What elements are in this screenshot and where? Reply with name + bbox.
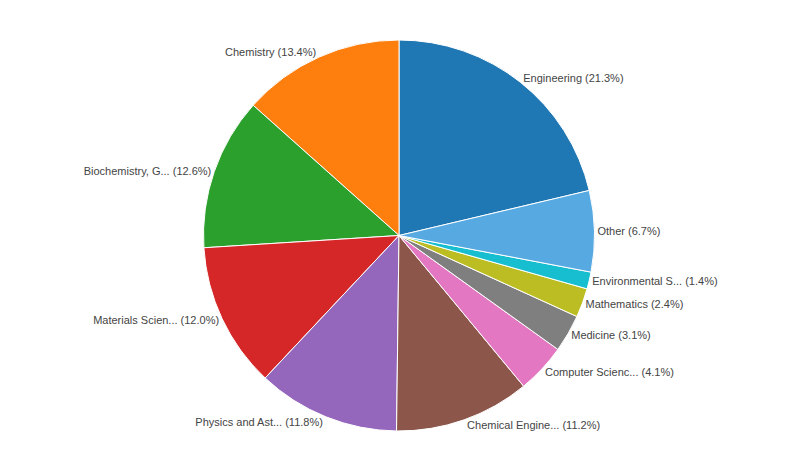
svg-text:Environmental S... (1.4%): Environmental S... (1.4%) [592,275,717,287]
svg-text:Chemical Engine... (11.2%): Chemical Engine... (11.2%) [467,419,600,431]
svg-text:Mathematics (2.4%): Mathematics (2.4%) [586,298,684,310]
svg-text:Chemistry (13.4%): Chemistry (13.4%) [225,46,316,58]
svg-text:Medicine (3.1%): Medicine (3.1%) [571,329,650,341]
svg-text:Engineering (21.3%): Engineering (21.3%) [523,72,623,84]
svg-text:Computer Scienc... (4.1%): Computer Scienc... (4.1%) [545,366,674,378]
svg-text:Other (6.7%): Other (6.7%) [597,225,660,237]
svg-text:Biochemistry, G... (12.6%): Biochemistry, G... (12.6%) [84,165,212,177]
svg-text:Materials Scien... (12.0%): Materials Scien... (12.0%) [93,314,219,326]
svg-text:Physics and Ast... (11.8%): Physics and Ast... (11.8%) [195,416,323,428]
